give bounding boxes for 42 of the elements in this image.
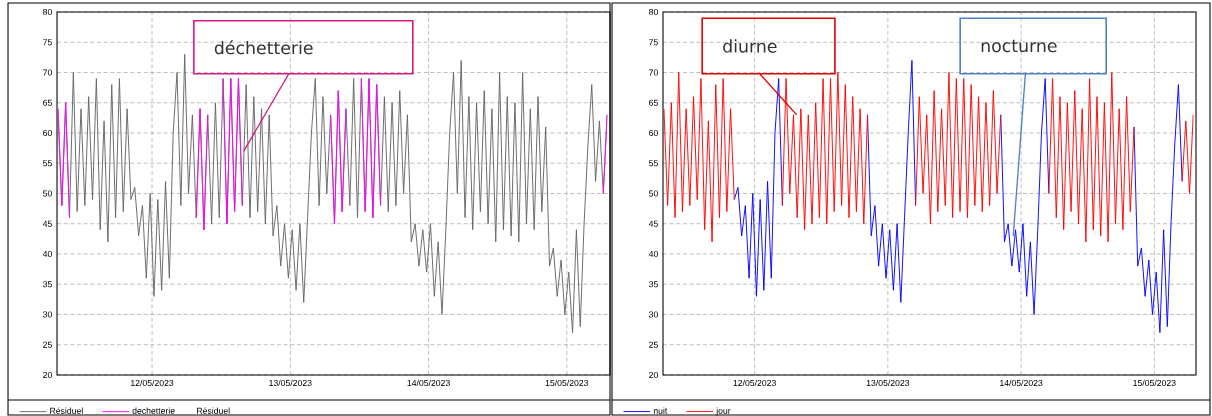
- y-tick-label: 40: [42, 250, 52, 258]
- y-tick-label: 60: [43, 129, 52, 137]
- annotation: déchetterie: [214, 40, 313, 55]
- y-tick-label: 50: [43, 190, 52, 197]
- y-tick-label: 65: [649, 99, 658, 106]
- annotation: diurne: [723, 39, 777, 53]
- y-tick-label: 25: [649, 341, 658, 348]
- legend-label: jour: [716, 407, 731, 416]
- x-tick-label: 14/05/2023: [407, 379, 450, 387]
- y-tick-label: 60: [649, 129, 658, 137]
- y-tick-label: 50: [649, 190, 658, 197]
- y-tick-label: 55: [43, 160, 52, 167]
- y-tick-label: 70: [649, 69, 658, 76]
- x-tick-label: 14/05/2023: [1000, 379, 1043, 387]
- y-tick-label: 35: [43, 281, 52, 288]
- y-tick-label: 70: [43, 69, 52, 76]
- y-tick-label: 30: [43, 311, 52, 318]
- y-tick-label: 65: [43, 99, 52, 106]
- y-tick-label: 25: [43, 341, 52, 348]
- y-tick-label: 40: [648, 250, 658, 258]
- annotation: nocturne: [981, 39, 1057, 53]
- x-tick-label: 15/05/2023: [545, 379, 589, 387]
- x-tick-label: 15/05/2023: [1133, 379, 1176, 387]
- legend-label: dechetterie: [132, 407, 175, 414]
- y-tick-label: 45: [648, 220, 658, 227]
- legend-label: Résiduel: [50, 407, 83, 414]
- y-tick-label: 75: [649, 39, 658, 46]
- legend-label: nuit: [653, 407, 668, 414]
- y-tick-label: 45: [42, 220, 52, 227]
- x-tick-label: 12/05/2023: [131, 379, 174, 387]
- y-tick-label: 35: [648, 281, 658, 288]
- y-tick-label: 30: [648, 311, 658, 318]
- y-tick-label: 55: [649, 160, 658, 167]
- y-tick-label: 20: [649, 371, 658, 379]
- x-tick-label: 12/05/2023: [733, 379, 776, 387]
- y-tick-label: 20: [43, 371, 52, 379]
- x-tick-label: 13/05/2023: [269, 379, 312, 387]
- y-tick-label: 80: [43, 8, 52, 16]
- y-tick-label: 75: [43, 39, 52, 46]
- text: Résiduel: [197, 407, 230, 414]
- y-tick-label: 80: [649, 8, 658, 16]
- x-tick-label: 13/05/2023: [866, 379, 910, 387]
